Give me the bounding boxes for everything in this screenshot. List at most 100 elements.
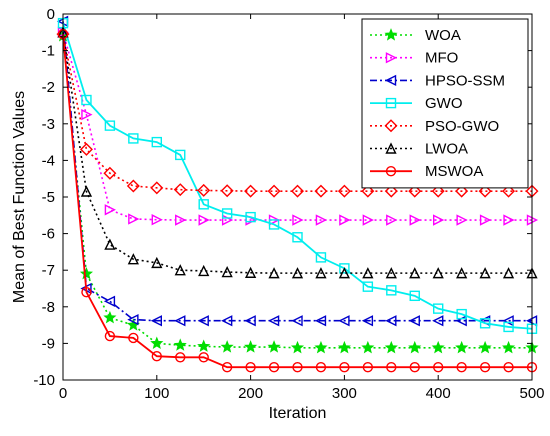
legend-marker-woa [384, 28, 398, 41]
legend-label-gwo: GWO [425, 95, 463, 112]
legend-item-pso-gwo: PSO-GWO [370, 118, 499, 135]
legend-marker-mfo [385, 52, 398, 64]
x-tick-label: 200 [238, 385, 263, 402]
series-line-gwo [62, 22, 533, 330]
data-point-hpso-ssm [408, 315, 420, 327]
data-point-woa [103, 310, 117, 324]
data-point-mswoa [386, 361, 397, 373]
y-tick-label: -10 [33, 372, 55, 389]
data-point-lwoa [362, 267, 374, 279]
legend-label-woa: WOA [425, 27, 461, 44]
data-point-mswoa [198, 352, 209, 363]
series-line-mfo [62, 32, 532, 221]
data-point-mfo [362, 214, 374, 226]
legend-marker-mswoa [385, 165, 397, 177]
legend-item-mfo: MFO [370, 50, 458, 67]
data-point-gwo [479, 318, 491, 329]
data-point-woa [197, 339, 211, 352]
data-point-woa [290, 340, 305, 354]
data-point-mswoa [128, 332, 139, 344]
data-point-pso-gwo [103, 166, 117, 180]
data-point-gwo [128, 133, 139, 144]
data-point-mfo [151, 214, 163, 226]
data-point-hpso-ssm [221, 315, 233, 327]
x-tick-label: 400 [426, 385, 451, 402]
data-point-lwoa [174, 264, 186, 276]
data-point-hpso-ssm [103, 295, 116, 307]
data-point-gwo [221, 208, 233, 219]
data-point-pso-gwo [314, 184, 328, 198]
data-point-pso-gwo [431, 184, 445, 198]
data-point-mfo [409, 214, 421, 226]
data-point-woa [220, 340, 234, 353]
data-point-woa [502, 340, 516, 354]
data-point-gwo [433, 303, 444, 314]
data-point-hpso-ssm [385, 315, 397, 327]
data-point-pso-gwo [244, 184, 258, 198]
y-tick-label: -9 [42, 335, 55, 352]
data-point-mfo [456, 214, 468, 226]
data-point-pso-gwo [220, 184, 234, 198]
y-tick-label: 0 [47, 6, 55, 23]
data-point-mswoa [456, 361, 467, 373]
data-point-mfo [198, 214, 210, 226]
data-point-pso-gwo [291, 184, 304, 198]
data-point-hpso-ssm [502, 315, 514, 327]
x-axis-title: Iteration [269, 405, 327, 422]
y-tick-label: -6 [42, 226, 55, 243]
data-point-hpso-ssm [197, 315, 209, 327]
data-point-mfo [386, 214, 398, 226]
y-tick-label: -5 [42, 189, 55, 206]
y-tick-label: -8 [42, 299, 55, 316]
data-point-hpso-ssm [244, 315, 256, 327]
data-point-mswoa [433, 361, 444, 373]
data-point-woa [314, 340, 328, 354]
data-point-mfo [128, 213, 140, 225]
data-point-hpso-ssm [127, 313, 139, 326]
data-point-woa [408, 340, 422, 354]
legend-marker-pso-gwo [384, 119, 398, 133]
series-line-hpso-ssm [62, 21, 532, 322]
data-point-pso-gwo [126, 179, 140, 193]
legend-item-lwoa: LWOA [370, 141, 468, 158]
data-point-mfo [292, 214, 304, 226]
data-point-hpso-ssm [291, 315, 303, 327]
data-point-mfo [479, 214, 492, 226]
legend-label-lwoa: LWOA [425, 141, 468, 158]
data-point-gwo [386, 285, 397, 296]
data-point-woa [361, 340, 375, 354]
data-point-woa [173, 338, 187, 351]
data-point-mswoa [245, 361, 256, 373]
legend-label-pso-gwo: PSO-GWO [425, 118, 499, 135]
data-point-woa [478, 340, 492, 354]
data-point-pso-gwo [361, 184, 375, 198]
data-point-hpso-ssm [267, 315, 280, 327]
data-point-gwo [198, 199, 209, 210]
data-point-pso-gwo [384, 184, 398, 198]
data-point-gwo [409, 290, 420, 302]
y-axis-title: Mean of Best Function Values [11, 91, 28, 303]
legend-label-mfo: MFO [425, 50, 458, 67]
data-point-mswoa [503, 361, 514, 373]
data-point-mswoa [362, 361, 374, 373]
data-point-pso-gwo [455, 184, 469, 198]
data-point-lwoa [409, 267, 421, 279]
data-point-pso-gwo [502, 184, 516, 198]
data-point-lwoa [244, 266, 257, 278]
data-point-mswoa [104, 330, 116, 342]
x-tick-label: 500 [519, 385, 544, 402]
legend-item-mswoa: MSWOA [370, 163, 483, 180]
legend-label-hpso-ssm: HPSO-SSM [425, 72, 505, 89]
data-point-mswoa [339, 361, 350, 373]
data-point-mfo [221, 214, 234, 226]
y-tick-label: -2 [42, 79, 55, 96]
x-tick-label: 0 [59, 385, 67, 402]
data-point-hpso-ssm [174, 315, 186, 327]
data-point-lwoa [198, 264, 210, 277]
data-point-hpso-ssm [361, 315, 374, 327]
data-point-hpso-ssm [338, 315, 350, 327]
data-point-gwo [292, 232, 303, 243]
data-point-mswoa [268, 361, 280, 373]
series-mswoa [57, 28, 538, 373]
legend-item-hpso-ssm: HPSO-SSM [370, 72, 505, 89]
